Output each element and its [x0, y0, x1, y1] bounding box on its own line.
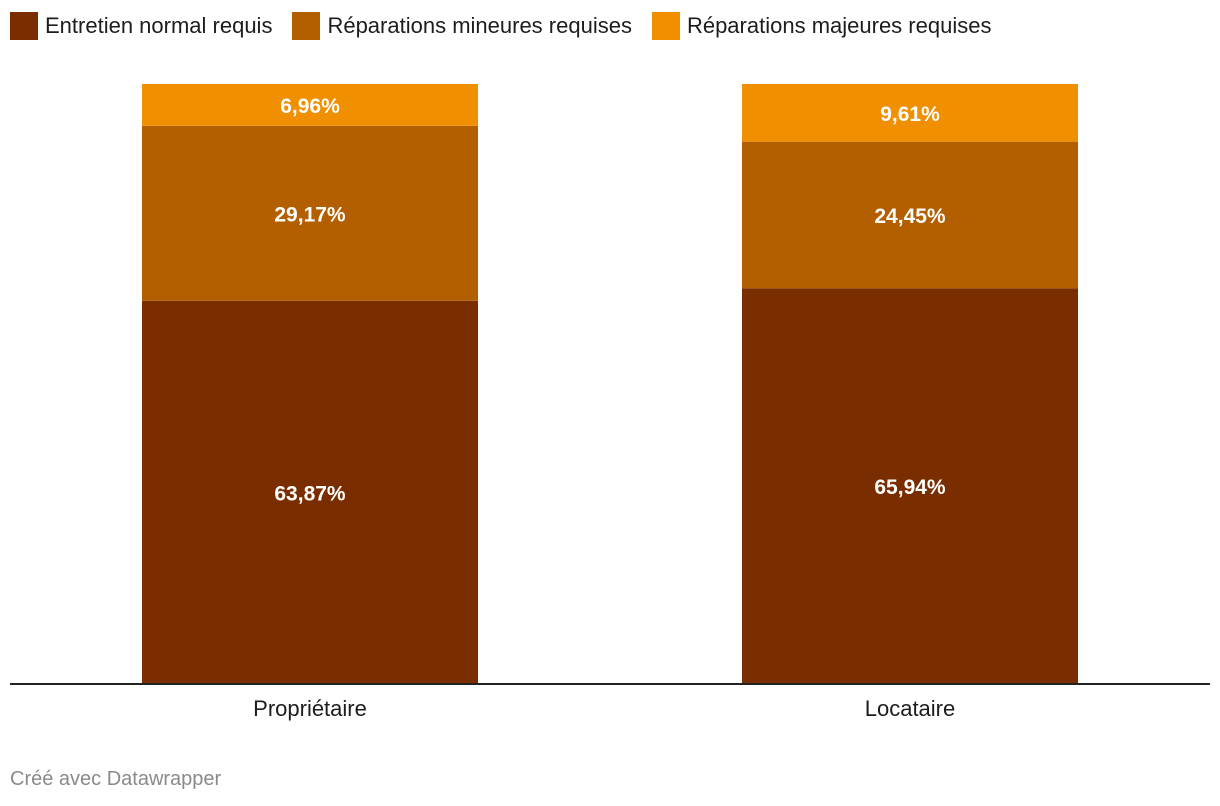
category-label-1: Locataire — [865, 696, 956, 721]
data-label-1-1: 24,45% — [874, 205, 946, 228]
data-label-1-0: 65,94% — [874, 476, 946, 499]
credit-footer: Créé avec Datawrapper — [10, 768, 222, 790]
bar-segment-0-1 — [142, 125, 478, 301]
data-label-0-0: 63,87% — [274, 482, 346, 505]
category-label-0: Propriétaire — [253, 696, 367, 721]
legend-item-majeures: Réparations majeures requises — [651, 12, 992, 40]
legend-label-majeures: Réparations majeures requises — [686, 13, 992, 38]
legend-swatch-mineures — [292, 12, 321, 40]
legend-label-mineures: Réparations mineures requises — [327, 13, 632, 38]
legend-swatch-entretien — [10, 12, 38, 40]
data-label-1-2: 9,61% — [880, 103, 940, 126]
legend-item-mineures: Réparations mineures requises — [292, 12, 632, 40]
legend-swatch-majeures — [651, 12, 680, 40]
data-label-0-2: 6,96% — [280, 95, 340, 118]
legend-item-entretien: Entretien normal requis — [10, 12, 272, 40]
legend-label-entretien: Entretien normal requis — [45, 13, 273, 38]
bar-segment-1-2 — [742, 84, 1078, 142]
bar-segment-1-1 — [742, 141, 1078, 289]
bar-segment-0-2 — [142, 84, 478, 126]
bar-segment-1-0 — [742, 288, 1078, 684]
chart-legend: Entretien normal requis Réparations mine… — [10, 12, 1011, 40]
data-label-0-1: 29,17% — [274, 203, 346, 226]
bar-segment-0-0 — [142, 300, 478, 684]
